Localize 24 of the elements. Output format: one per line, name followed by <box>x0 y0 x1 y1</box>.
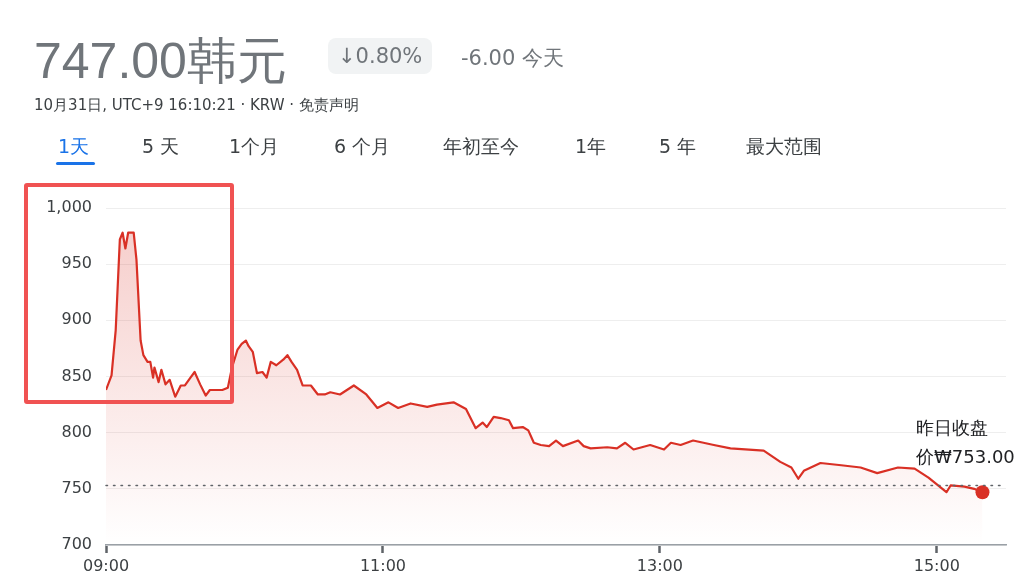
y-tick-label: 1,000 <box>46 197 92 217</box>
chart-subtitle: 10月31日, UTC+9 16:10:21 · KRW · 免责声明 <box>34 96 359 115</box>
x-tick-label: 15:00 <box>913 555 960 575</box>
text: 最大范围 <box>746 134 822 159</box>
y-tick-label: 900 <box>61 309 92 329</box>
y-tick-label: 800 <box>61 421 92 441</box>
text: 5 天 <box>142 134 180 159</box>
y-tick-label: 750 <box>61 477 92 497</box>
text: 年初至今 <box>443 134 519 159</box>
x-tick-label: 13:00 <box>636 555 683 575</box>
y-tick-label: 700 <box>61 534 92 554</box>
x-tick-label: 11:00 <box>359 555 406 575</box>
text: 1天 <box>58 134 90 159</box>
text: ↓0.80% <box>328 38 433 74</box>
y-tick-label: 850 <box>61 365 92 385</box>
text: 5 年 <box>659 134 697 159</box>
text: 1年 <box>575 134 607 159</box>
text: -6.00 今天 <box>461 45 565 72</box>
x-tick-label: 09:00 <box>82 555 130 575</box>
chart-title: 747.00韩元 <box>34 32 287 91</box>
text: 1个月 <box>229 134 280 159</box>
text: 6 个月 <box>334 134 391 159</box>
y-tick-label: 950 <box>61 253 92 273</box>
ref-line-label: 昨日收盘价₩753.00 <box>915 417 1015 468</box>
